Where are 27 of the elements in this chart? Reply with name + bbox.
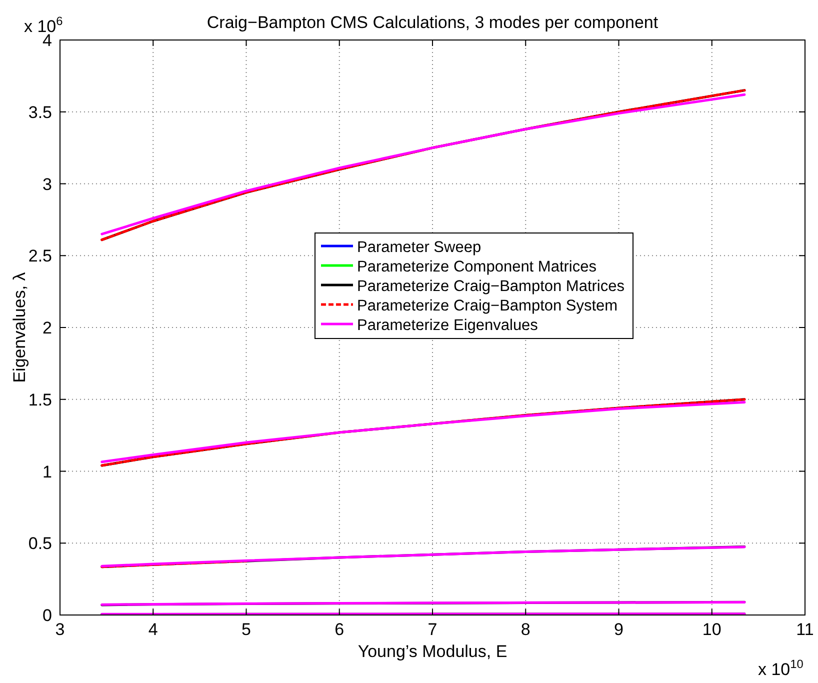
- y-tick-label: 1.5: [28, 390, 52, 410]
- legend-label: Parameterize Eigenvalues: [357, 317, 538, 334]
- y-tick-label: 2.5: [28, 246, 52, 266]
- y-tick-label: 4: [42, 31, 52, 50]
- legend-label: Parameterize Component Matrices: [357, 258, 597, 276]
- y-tick-label: 1: [42, 462, 52, 482]
- x-tick-label: 7: [428, 620, 438, 639]
- chart-title: Craig−Bampton CMS Calculations, 3 modes per component: [206, 13, 658, 32]
- x-tick-label: 9: [614, 620, 624, 639]
- x-tick-label: 8: [520, 620, 530, 639]
- x-tick-label: 10: [702, 620, 722, 639]
- x-tick-label: 11: [796, 620, 814, 639]
- y-tick-label: 2: [42, 318, 52, 338]
- y-tick-label: 3.5: [28, 102, 52, 122]
- legend-label: Parameterize Craig−Bampton System: [357, 298, 618, 314]
- x-tick-label: 3: [55, 620, 65, 639]
- x-tick-label: 6: [334, 620, 344, 639]
- x-axis-title: Young’s Modulus, E: [358, 642, 508, 661]
- text: x 10$^{10}$: [758, 657, 804, 679]
- x-tick-label: 4: [148, 620, 158, 639]
- y-tick-label: 3: [42, 174, 52, 194]
- legend-label: Parameterize Craig−Bampton Matrices: [357, 278, 625, 295]
- y-tick-label: 0: [42, 606, 52, 625]
- y-tick-label: 0.5: [28, 534, 52, 554]
- legend-label: Parameter Sweep: [357, 239, 482, 256]
- x-tick-label: 5: [242, 620, 251, 639]
- y-axis-title: Eigenvalues, λ: [10, 272, 29, 383]
